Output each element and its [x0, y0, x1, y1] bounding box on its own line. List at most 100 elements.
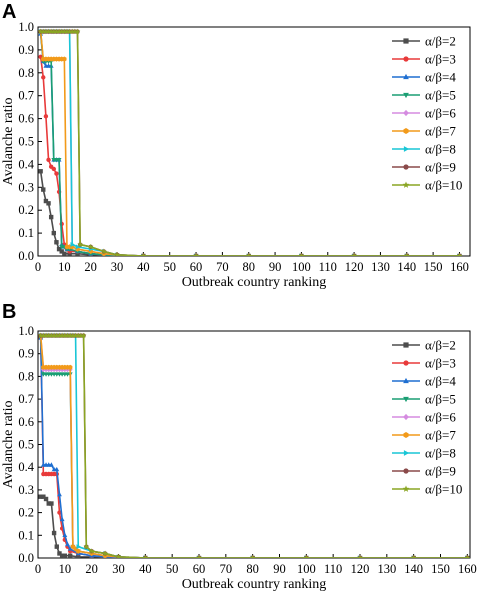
series-line: [40, 30, 460, 256]
series-2: [38, 335, 469, 558]
x-tick-label: 160: [450, 260, 469, 274]
data-point: [38, 332, 44, 338]
series-8: [38, 28, 463, 256]
legend-marker: [403, 164, 409, 170]
legend-marker: [403, 56, 409, 62]
data-point: [38, 169, 43, 174]
data-point: [403, 253, 410, 256]
x-tick-label: 110: [324, 562, 342, 576]
series-line: [39, 33, 460, 256]
panel-a: A 0.0 0.1 0.2 0.3 0.4 0.5 0.6 0.7 0.8 0.9 1.0 0 10 20…: [1, 1, 471, 290]
legend-label: α/β=2: [425, 338, 456, 353]
x-tick-label: 70: [220, 562, 233, 576]
data-point: [115, 553, 122, 558]
series-line: [39, 335, 468, 558]
legend-marker: [403, 396, 409, 403]
x-tick-label: 10: [58, 260, 71, 274]
panel-b: B 0.0 0.1 0.2 0.3 0.4 0.5 0.6 0.7 0.8 0.9 1.0 0 10 20…: [1, 301, 477, 592]
series-line: [39, 31, 460, 256]
data-point: [298, 253, 305, 256]
x-tick-label: 80: [242, 260, 255, 274]
data-point: [38, 494, 43, 499]
y-tick-label: 0.6: [18, 112, 34, 126]
y-tick-label: 0.0: [18, 551, 34, 565]
y-tick-label: 0.1: [18, 226, 34, 240]
series-line: [40, 30, 460, 256]
x-axis-title: Outbreak country ranking: [182, 275, 327, 290]
y-tick-label: 0.3: [18, 483, 34, 497]
data-point: [65, 541, 70, 547]
plot-area-a: 0.0 0.1 0.2 0.3 0.4 0.5 0.6 0.7 0.8 0.9 1.0 0 10 20 30…: [1, 20, 471, 290]
legend-label: α/β=4: [425, 70, 456, 85]
x-tick-label: 120: [345, 260, 364, 274]
legend-marker: [403, 109, 409, 117]
data-point: [76, 554, 81, 558]
legend-label: α/β=7: [425, 124, 456, 139]
y-axis-title: Avalanche ratio: [1, 98, 16, 186]
legend-label: α/β=8: [425, 446, 456, 461]
series-line: [39, 337, 468, 558]
series-5: [38, 29, 462, 256]
x-tick-label: 0: [35, 260, 41, 274]
panel-letter-b: B: [2, 301, 16, 323]
x-tick-label: 150: [431, 562, 450, 576]
data-point: [54, 240, 59, 245]
data-point: [70, 242, 75, 247]
x-tick-label: 140: [404, 562, 423, 576]
data-point: [87, 243, 94, 250]
series-7: [38, 29, 462, 256]
series-6: [38, 29, 463, 256]
legend-marker: [402, 485, 410, 492]
data-point: [67, 553, 73, 558]
legend-marker: [403, 92, 409, 99]
data-point: [56, 158, 62, 163]
data-point: [114, 251, 120, 256]
y-tick-label: 0.7: [18, 392, 34, 406]
legend-label: α/β=6: [425, 410, 456, 425]
data-point: [59, 249, 64, 254]
data-point: [245, 253, 252, 256]
data-point: [48, 462, 54, 467]
data-point: [76, 548, 81, 554]
data-point: [464, 555, 470, 558]
x-tick-label: 10: [59, 562, 72, 576]
data-point: [62, 553, 68, 558]
y-tick-label: 0.7: [18, 89, 34, 103]
data-point: [41, 75, 46, 80]
data-point: [43, 114, 49, 119]
y-tick-label: 1.0: [18, 20, 34, 34]
legend-marker: [403, 128, 409, 134]
y-axis-title: Avalanche ratio: [1, 401, 16, 489]
x-tick-label: 90: [273, 562, 286, 576]
data-point: [410, 555, 417, 558]
legend-marker: [403, 146, 410, 152]
data-point: [80, 332, 87, 338]
series-0: [38, 494, 470, 558]
data-point: [59, 516, 65, 522]
series-line: [40, 30, 460, 256]
data-point: [59, 553, 65, 558]
series-5: [38, 333, 470, 558]
x-tick-label: 60: [193, 562, 206, 576]
legend-marker: [403, 360, 409, 366]
series-2: [38, 31, 461, 256]
y-tick-label: 0.4: [18, 157, 34, 171]
data-point: [67, 251, 72, 256]
x-tick-label: 110: [319, 260, 337, 274]
data-point: [43, 496, 49, 502]
data-point: [456, 253, 463, 256]
series-line: [40, 334, 468, 558]
series-3: [38, 336, 470, 558]
data-point: [67, 546, 73, 551]
x-tick-label: 70: [216, 260, 229, 274]
legend: α/β=2 α/β=3 α/β=4 α/β=5 α/β=6 α/β=7 α/β=8 α/β=9…: [392, 34, 462, 193]
data-point: [303, 555, 310, 558]
y-tick-label: 0.9: [18, 347, 34, 361]
data-point: [54, 466, 60, 472]
x-tick-label: 120: [351, 562, 370, 576]
y-tick-label: 0.9: [18, 43, 34, 57]
series-line: [40, 30, 460, 256]
series-line: [39, 337, 468, 558]
legend-label: α/β=5: [425, 392, 456, 407]
